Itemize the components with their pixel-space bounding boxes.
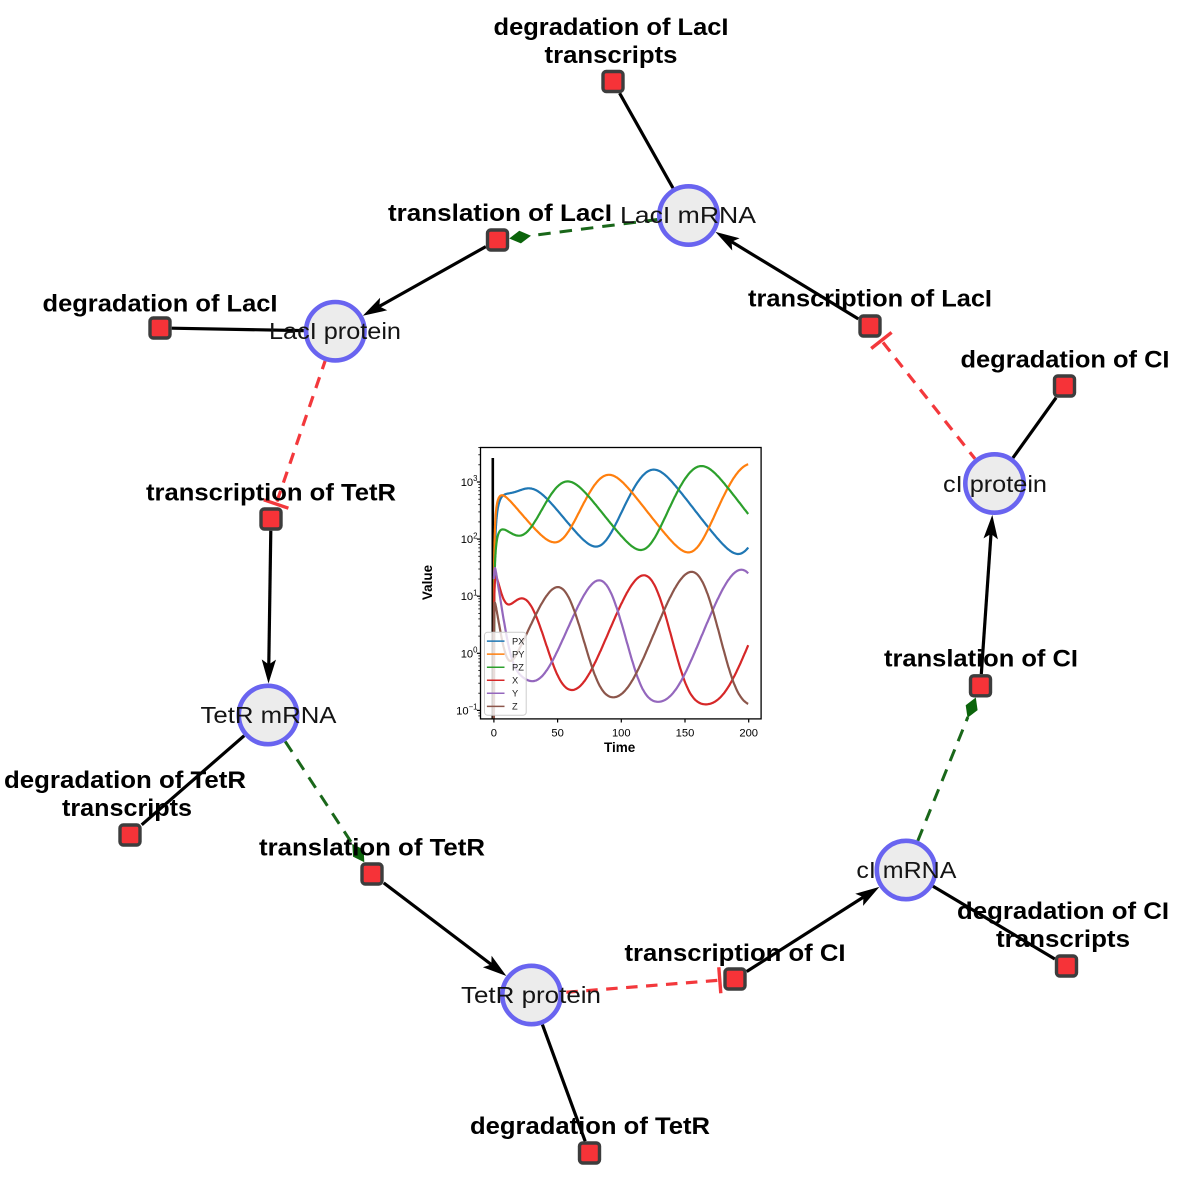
svg-text:transcription of LacI: transcription of LacI <box>748 286 992 313</box>
svg-text:LacI mRNA: LacI mRNA <box>620 202 757 228</box>
svg-text:PZ: PZ <box>512 663 524 673</box>
svg-text:degradation of CI: degradation of CI <box>961 347 1170 374</box>
svg-text:200: 200 <box>739 728 758 740</box>
svg-text:LacI protein: LacI protein <box>269 318 401 344</box>
svg-text:TetR mRNA: TetR mRNA <box>201 702 338 728</box>
svg-text:translation of CI: translation of CI <box>884 646 1078 673</box>
svg-text:degradation of TetR: degradation of TetR <box>4 767 246 794</box>
svg-text:100: 100 <box>612 728 631 740</box>
svg-text:Y: Y <box>512 689 518 699</box>
svg-text:0: 0 <box>491 728 497 740</box>
svg-text:degradation of TetR: degradation of TetR <box>470 1113 710 1140</box>
svg-text:Time: Time <box>604 740 636 755</box>
svg-text:degradation of LacI: degradation of LacI <box>494 14 729 41</box>
svg-text:transcripts: transcripts <box>62 795 192 822</box>
svg-text:translation of LacI: translation of LacI <box>388 200 612 227</box>
svg-text:transcription of CI: transcription of CI <box>625 940 846 967</box>
svg-text:degradation of CI: degradation of CI <box>957 898 1169 925</box>
svg-text:transcripts: transcripts <box>545 42 678 69</box>
svg-text:150: 150 <box>676 728 695 740</box>
svg-text:degradation of LacI: degradation of LacI <box>43 291 278 318</box>
svg-text:PX: PX <box>512 636 524 646</box>
svg-text:transcription of TetR: transcription of TetR <box>146 480 396 507</box>
svg-text:transcripts: transcripts <box>996 926 1130 953</box>
svg-text:Value: Value <box>420 564 435 600</box>
svg-text:cI mRNA: cI mRNA <box>856 857 957 883</box>
svg-text:cI protein: cI protein <box>943 471 1047 497</box>
svg-text:Z: Z <box>512 702 518 712</box>
svg-text:PY: PY <box>512 649 524 659</box>
svg-text:50: 50 <box>551 728 563 740</box>
svg-text:translation of TetR: translation of TetR <box>259 835 485 862</box>
svg-text:X: X <box>512 676 518 686</box>
svg-text:TetR protein: TetR protein <box>461 982 601 1008</box>
